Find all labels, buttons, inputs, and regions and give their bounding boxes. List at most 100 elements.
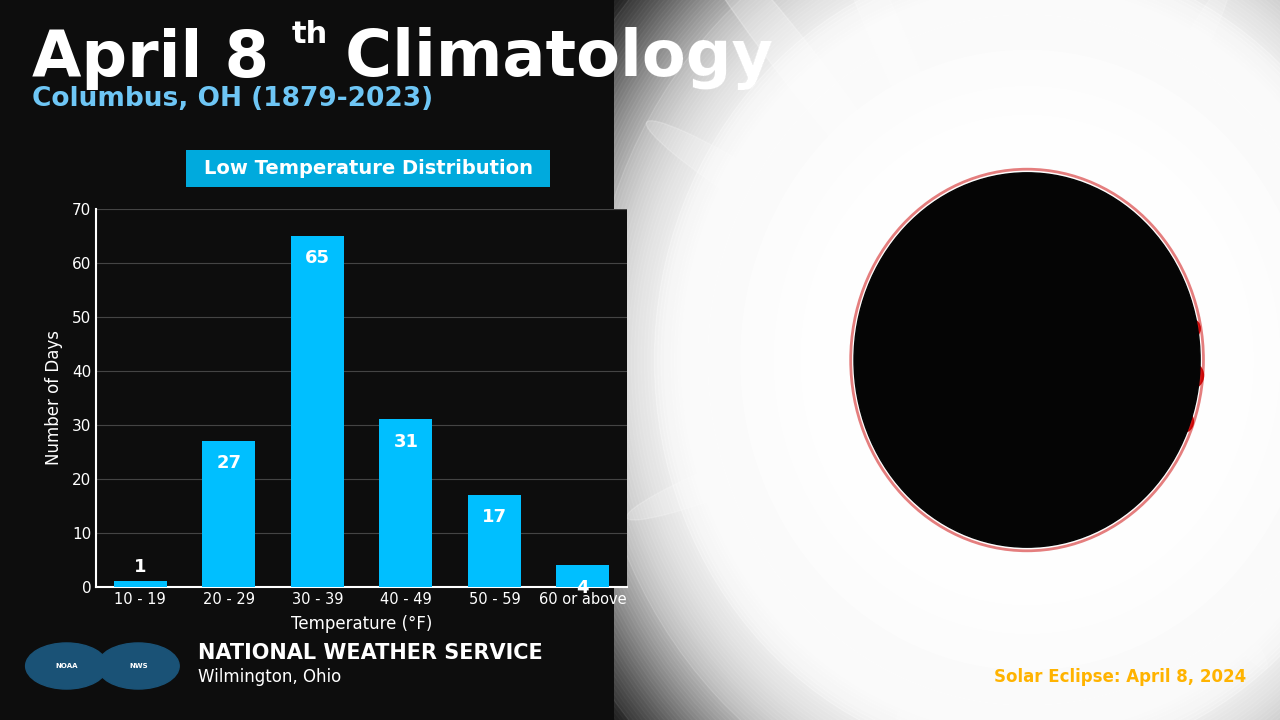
Circle shape bbox=[751, 61, 1280, 659]
Circle shape bbox=[604, 0, 1280, 720]
Circle shape bbox=[735, 43, 1280, 677]
Text: 1: 1 bbox=[134, 558, 146, 576]
Circle shape bbox=[608, 0, 1280, 720]
Circle shape bbox=[1183, 319, 1201, 338]
Bar bbox=[379, 419, 433, 587]
Circle shape bbox=[644, 0, 1280, 720]
Circle shape bbox=[737, 47, 1280, 673]
Circle shape bbox=[1174, 411, 1193, 433]
Text: Climatology: Climatology bbox=[323, 27, 773, 90]
Circle shape bbox=[764, 76, 1280, 644]
Circle shape bbox=[625, 0, 1280, 720]
Text: Columbus, OH (1879-2023): Columbus, OH (1879-2023) bbox=[32, 86, 433, 112]
Circle shape bbox=[677, 0, 1280, 720]
Circle shape bbox=[801, 115, 1253, 605]
Circle shape bbox=[637, 0, 1280, 720]
Circle shape bbox=[694, 0, 1280, 720]
Circle shape bbox=[820, 137, 1234, 583]
Bar bbox=[557, 565, 609, 587]
Ellipse shape bbox=[1176, 164, 1280, 268]
Circle shape bbox=[785, 97, 1270, 623]
Circle shape bbox=[681, 0, 1280, 720]
Circle shape bbox=[854, 173, 1201, 547]
Circle shape bbox=[727, 36, 1280, 684]
Circle shape bbox=[748, 58, 1280, 662]
Circle shape bbox=[774, 86, 1280, 634]
Circle shape bbox=[794, 108, 1260, 612]
Circle shape bbox=[731, 40, 1280, 680]
Circle shape bbox=[588, 0, 1280, 720]
X-axis label: Temperature (°F): Temperature (°F) bbox=[291, 615, 433, 633]
Bar bbox=[202, 441, 255, 587]
Circle shape bbox=[768, 79, 1280, 641]
Y-axis label: Number of Days: Number of Days bbox=[45, 330, 64, 465]
Ellipse shape bbox=[1112, 0, 1231, 198]
Text: April 8: April 8 bbox=[32, 28, 269, 90]
Circle shape bbox=[648, 0, 1280, 720]
Circle shape bbox=[781, 94, 1274, 626]
Circle shape bbox=[664, 0, 1280, 720]
Circle shape bbox=[760, 72, 1280, 648]
Circle shape bbox=[758, 68, 1280, 652]
Circle shape bbox=[687, 0, 1280, 720]
Ellipse shape bbox=[680, 0, 916, 217]
Circle shape bbox=[652, 0, 1280, 720]
Bar bbox=[468, 495, 521, 587]
Circle shape bbox=[660, 0, 1280, 720]
Circle shape bbox=[675, 0, 1280, 720]
Text: 31: 31 bbox=[393, 433, 419, 451]
Circle shape bbox=[724, 32, 1280, 688]
Text: Wilmington, Ohio: Wilmington, Ohio bbox=[198, 668, 342, 685]
Circle shape bbox=[641, 0, 1280, 720]
Circle shape bbox=[691, 0, 1280, 720]
Circle shape bbox=[777, 90, 1276, 630]
Circle shape bbox=[594, 0, 1280, 720]
Circle shape bbox=[602, 0, 1280, 720]
Ellipse shape bbox=[817, 0, 956, 191]
Circle shape bbox=[797, 112, 1257, 608]
Circle shape bbox=[588, 0, 1280, 720]
Circle shape bbox=[621, 0, 1280, 720]
Circle shape bbox=[658, 0, 1280, 720]
Circle shape bbox=[614, 0, 1280, 720]
Circle shape bbox=[708, 14, 1280, 706]
Text: Low Temperature Distribution: Low Temperature Distribution bbox=[204, 159, 532, 178]
Circle shape bbox=[708, 14, 1280, 706]
Circle shape bbox=[710, 18, 1280, 702]
Circle shape bbox=[598, 0, 1280, 720]
Circle shape bbox=[581, 0, 1280, 720]
Circle shape bbox=[611, 0, 1280, 720]
Circle shape bbox=[668, 0, 1280, 720]
Text: th: th bbox=[292, 20, 328, 49]
Circle shape bbox=[508, 0, 1280, 720]
Circle shape bbox=[97, 643, 179, 689]
Circle shape bbox=[771, 83, 1280, 637]
Circle shape bbox=[698, 4, 1280, 716]
Circle shape bbox=[585, 0, 1280, 720]
Circle shape bbox=[754, 65, 1280, 655]
Circle shape bbox=[26, 643, 108, 689]
Text: 27: 27 bbox=[216, 454, 242, 472]
Circle shape bbox=[631, 0, 1280, 720]
Bar bbox=[114, 582, 166, 587]
Circle shape bbox=[744, 54, 1280, 666]
Circle shape bbox=[654, 0, 1280, 720]
Circle shape bbox=[577, 0, 1280, 720]
Circle shape bbox=[801, 115, 1253, 605]
Text: 17: 17 bbox=[481, 508, 507, 526]
Circle shape bbox=[591, 0, 1280, 720]
Circle shape bbox=[704, 11, 1280, 709]
Circle shape bbox=[618, 0, 1280, 720]
Text: NOAA: NOAA bbox=[55, 663, 78, 669]
Circle shape bbox=[787, 101, 1267, 619]
Circle shape bbox=[685, 0, 1280, 720]
Bar bbox=[291, 236, 344, 587]
Circle shape bbox=[718, 25, 1280, 695]
Text: 65: 65 bbox=[305, 249, 330, 267]
Ellipse shape bbox=[627, 422, 864, 520]
Circle shape bbox=[571, 0, 1280, 720]
Circle shape bbox=[701, 7, 1280, 713]
Text: Solar Eclipse: April 8, 2024: Solar Eclipse: April 8, 2024 bbox=[995, 668, 1247, 685]
Circle shape bbox=[741, 50, 1280, 670]
Circle shape bbox=[627, 0, 1280, 720]
